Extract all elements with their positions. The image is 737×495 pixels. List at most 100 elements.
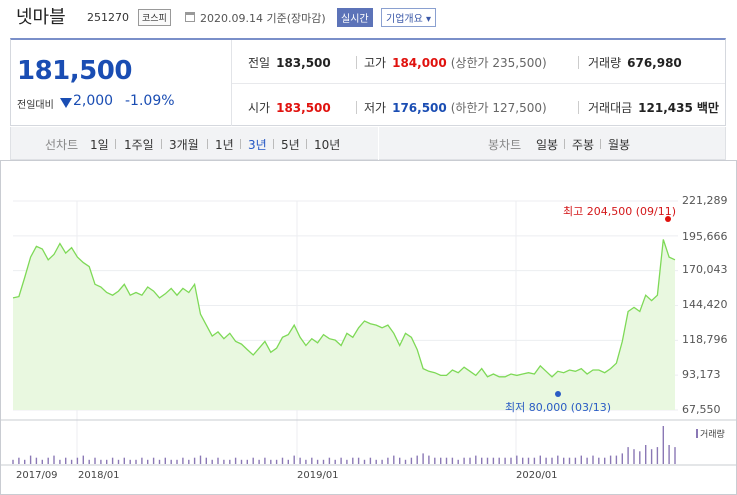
separator xyxy=(161,139,162,149)
volume-bar xyxy=(147,459,149,464)
volume-bar xyxy=(399,457,401,464)
separator xyxy=(564,139,565,149)
tab-3year[interactable]: 3년 xyxy=(248,138,267,152)
separator xyxy=(356,56,357,69)
volume-bar xyxy=(598,457,600,464)
volume-bar xyxy=(615,455,618,464)
high-marker xyxy=(665,216,671,222)
low-marker xyxy=(555,391,561,397)
volume-bar xyxy=(357,457,360,464)
volume-bar xyxy=(176,459,178,464)
volume-bar xyxy=(650,449,653,464)
divider xyxy=(231,40,232,126)
volume-bar xyxy=(217,457,219,464)
upper-limit: (상한가 235,500) xyxy=(450,56,547,70)
volume-bar xyxy=(363,459,366,464)
tab-10year[interactable]: 10년 xyxy=(314,138,341,152)
volume-bar xyxy=(111,457,114,464)
amount-cell: 거래대금 121,435 백만 xyxy=(588,99,719,116)
amount-value: 121,435 xyxy=(638,101,693,115)
volume-bar xyxy=(141,457,143,464)
price-chart[interactable]: 221,289 195,666 170,043 144,420 118,796 … xyxy=(0,160,737,495)
line-chart-label: 선차트 xyxy=(45,138,79,152)
volume-bar xyxy=(322,459,325,464)
open-cell: 시가 183,500 xyxy=(248,99,331,116)
price-line xyxy=(12,239,676,378)
separator xyxy=(578,101,579,114)
volume-bar xyxy=(29,455,32,464)
volume-bar xyxy=(563,457,565,464)
volume-bar xyxy=(586,457,588,464)
volume-bar xyxy=(545,457,547,464)
volume-bar xyxy=(24,459,26,464)
volume-bar xyxy=(516,455,518,464)
divider xyxy=(378,127,379,160)
volume-bar xyxy=(41,459,43,464)
volume-bar xyxy=(592,455,594,464)
tab-5year[interactable]: 5년 xyxy=(281,138,300,152)
tab-monthly[interactable]: 월봉 xyxy=(608,138,631,152)
volume-bar xyxy=(123,457,125,464)
volume-bar xyxy=(604,457,606,464)
volume-bar xyxy=(106,459,108,464)
volume-bar xyxy=(557,455,559,464)
volume-bar xyxy=(457,459,459,464)
tab-1day[interactable]: 1일 xyxy=(90,138,109,152)
volume-legend: 거래량 xyxy=(696,427,725,440)
stock-code: 251270 xyxy=(87,11,129,24)
volume-bar xyxy=(240,459,243,464)
volume-bar xyxy=(627,447,629,464)
volume-bar xyxy=(18,457,20,464)
lower-limit: (하한가 127,500) xyxy=(450,101,547,115)
volume-bar xyxy=(381,459,383,464)
volume-bar xyxy=(504,457,506,464)
volume-bar xyxy=(440,457,442,464)
separator xyxy=(600,139,601,149)
volume-bar xyxy=(656,447,659,464)
tab-1week[interactable]: 1주일 xyxy=(124,138,154,152)
volume-bar xyxy=(199,455,202,464)
amount-unit: 백만 xyxy=(696,101,719,115)
volume-bar xyxy=(65,457,67,464)
tab-daily[interactable]: 일봉 xyxy=(536,138,559,152)
volume-bar xyxy=(234,457,237,464)
volume-bar xyxy=(264,457,266,464)
volume-label: 거래량 xyxy=(588,56,622,70)
volume-bar xyxy=(369,457,372,464)
volume-bar xyxy=(223,459,225,464)
market-badge: 코스피 xyxy=(138,9,171,26)
volume-bar xyxy=(47,457,49,464)
price-summary: 181,500 전일대비 2,000 -1.09% 전일 183,500 고가 18… xyxy=(10,38,726,126)
volume-bar xyxy=(275,459,278,464)
volume-bar xyxy=(182,457,184,464)
high-label: 고가 xyxy=(364,56,387,70)
tab-weekly[interactable]: 주봉 xyxy=(572,138,595,152)
volume-bar xyxy=(35,457,38,464)
high-cell: 고가 184,000 (상한가 235,500) xyxy=(364,54,547,71)
volume-bar xyxy=(445,457,448,464)
realtime-button[interactable]: 실시간 xyxy=(337,8,373,27)
separator xyxy=(578,56,579,69)
volume-bar xyxy=(82,455,84,464)
company-info-button[interactable]: 기업개요 ▾ xyxy=(381,8,436,27)
candle-chart-label: 봉차트 xyxy=(488,138,522,152)
volume-bar xyxy=(117,459,120,464)
volume-bar xyxy=(193,457,196,464)
high-annotation: 최고 204,500 (09/11) xyxy=(563,205,677,218)
volume-bar xyxy=(316,459,319,464)
volume-bar xyxy=(645,445,647,464)
volume-bar xyxy=(346,459,348,464)
volume-bar xyxy=(129,459,131,464)
volume-bar xyxy=(639,451,641,464)
volume-bar xyxy=(88,459,90,464)
volume-bar xyxy=(270,459,272,464)
volume-bar xyxy=(76,457,79,464)
y-tick-label: 118,796 xyxy=(682,333,728,346)
price-change: 2,000 xyxy=(73,93,114,109)
tab-3month[interactable]: 3개월 xyxy=(169,138,199,152)
volume-bar xyxy=(486,457,489,464)
tab-1year[interactable]: 1년 xyxy=(215,138,234,152)
volume-bar xyxy=(568,457,571,464)
high-value: 184,000 xyxy=(392,56,447,70)
price-area xyxy=(13,239,675,410)
